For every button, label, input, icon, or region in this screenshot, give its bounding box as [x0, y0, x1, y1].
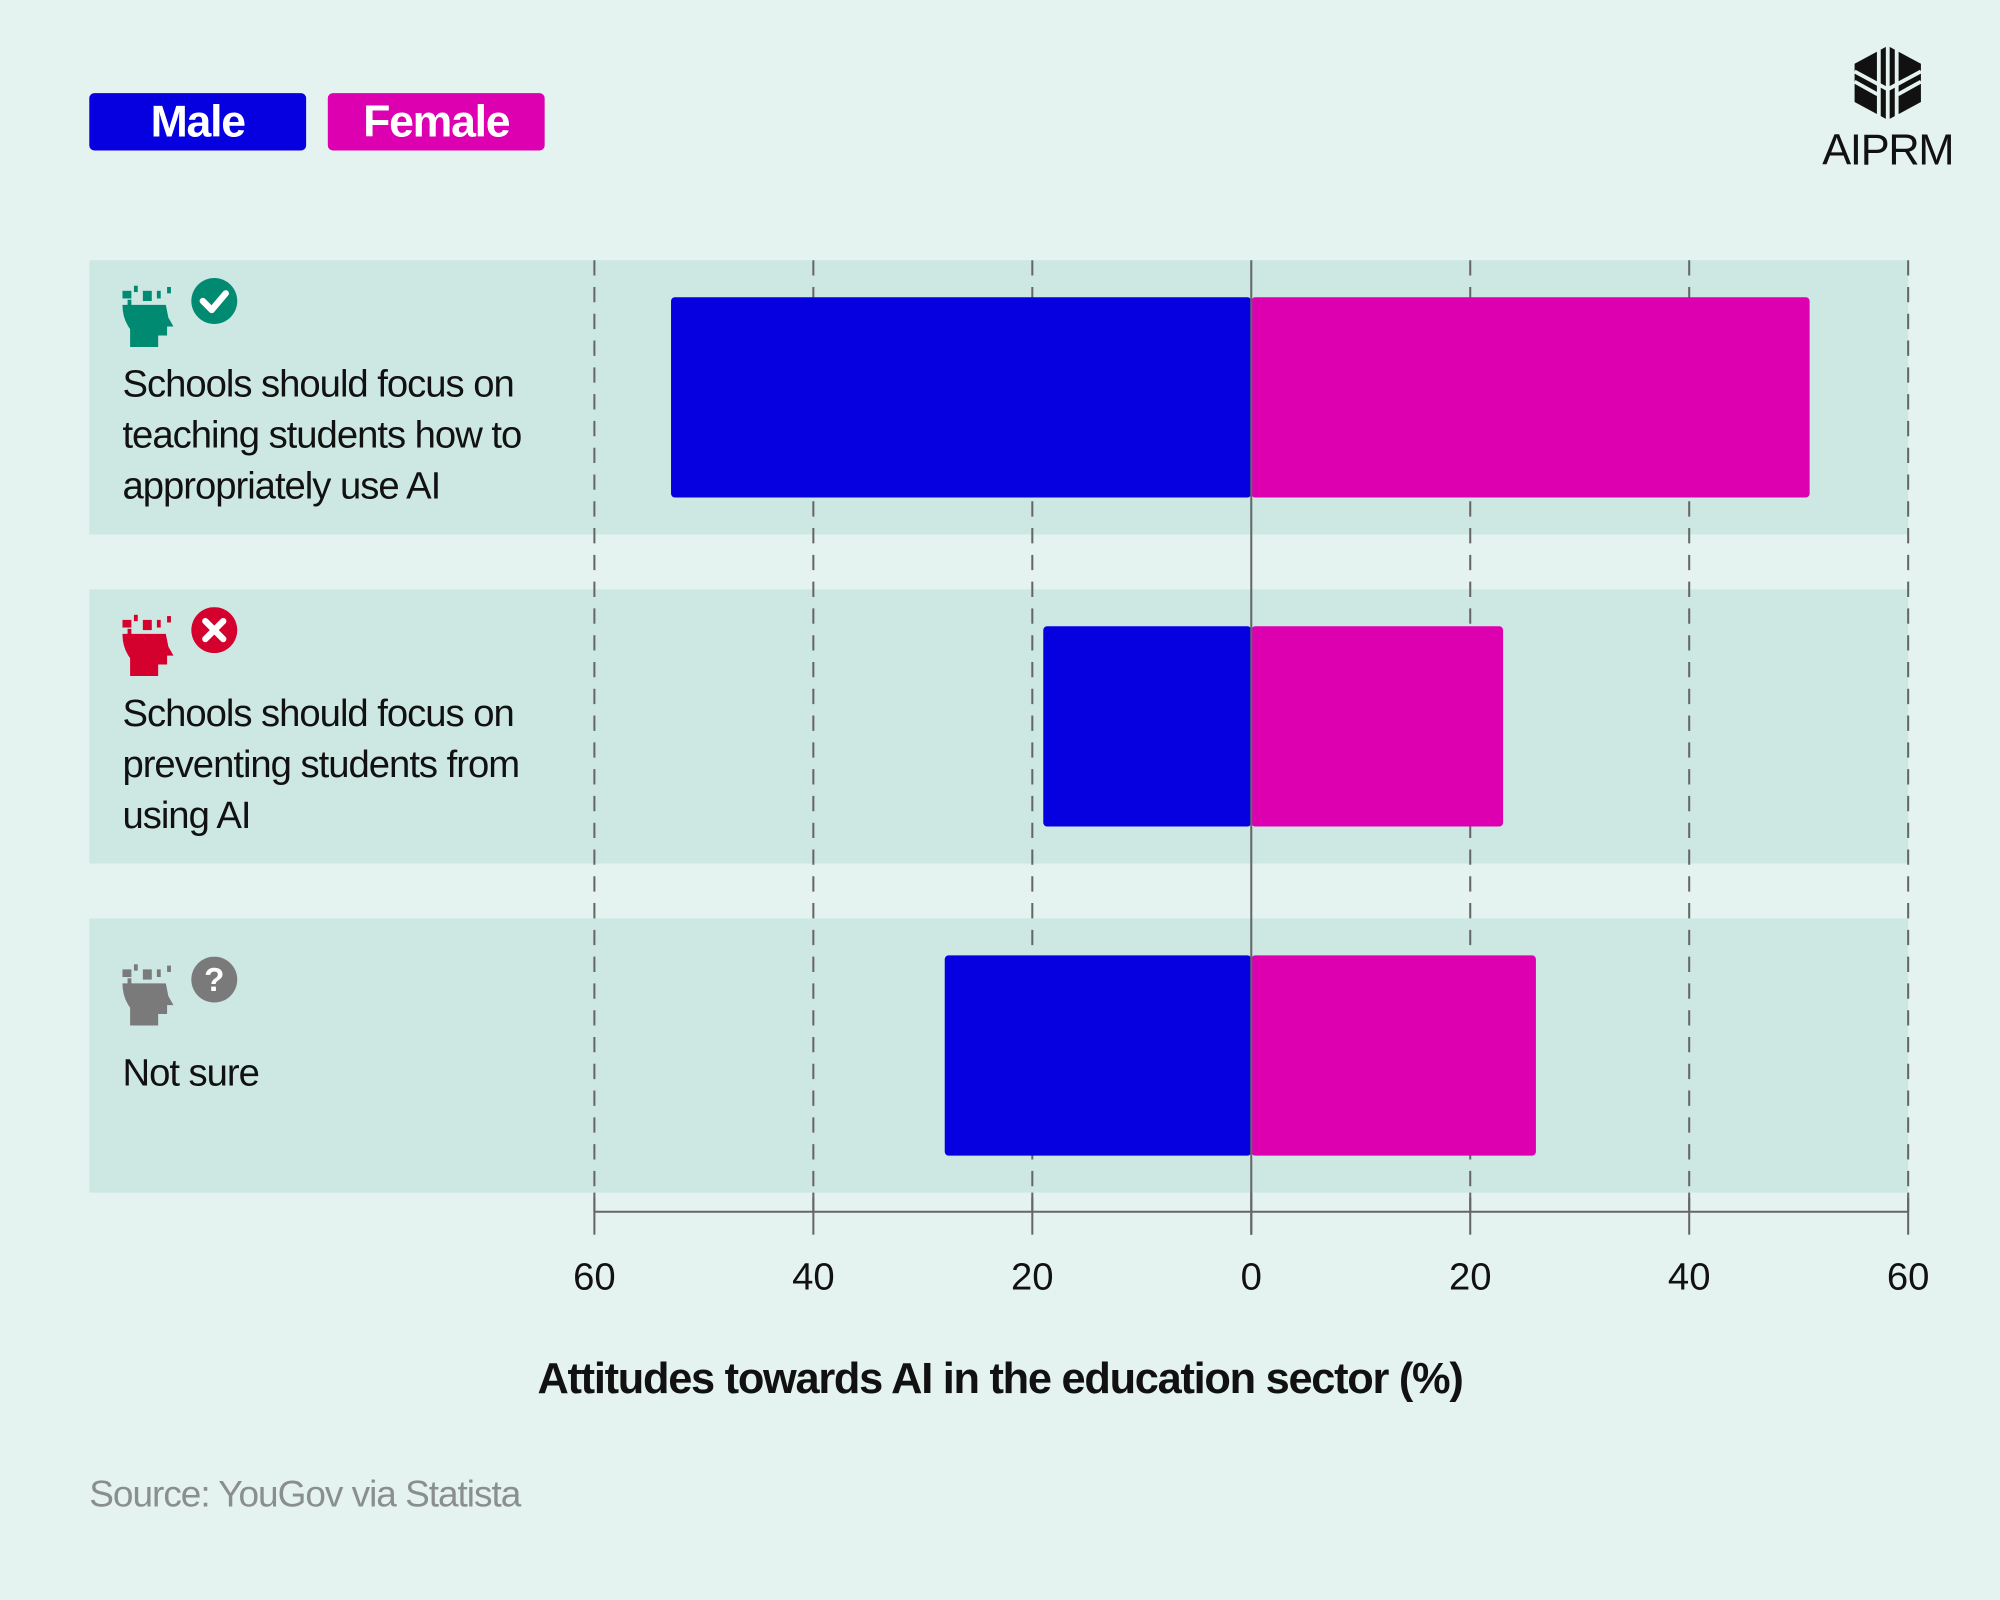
x-tick-label: 40: [792, 1256, 835, 1299]
bar-male: [944, 955, 1252, 1156]
aiprm-logo: AIPRM: [1811, 43, 1964, 176]
head-check-icon: [122, 278, 239, 356]
x-tick-label: 20: [1011, 1256, 1054, 1299]
x-tick-label: 40: [1668, 1256, 1711, 1299]
legend-male: Male: [89, 93, 307, 151]
logo-text: AIPRM: [1822, 126, 1954, 175]
svg-text:?: ?: [204, 962, 224, 999]
head-cross-icon: [122, 607, 239, 685]
source-note: Source: YouGov via Statista: [89, 1474, 521, 1516]
legend-female: Female: [327, 93, 545, 151]
category-label-teach: Schools should focus on teaching student…: [122, 363, 522, 508]
category-label-notsure: Not sure: [122, 1052, 259, 1095]
bar-female: [1251, 297, 1810, 498]
bar-male: [1043, 626, 1252, 827]
x-tick-label: 60: [1887, 1256, 1930, 1299]
row-panel-prevent: [89, 589, 1909, 864]
bar-female: [1251, 626, 1504, 827]
logo-cube-icon: [1853, 45, 1922, 120]
bar-male: [671, 297, 1252, 498]
x-tick-label: 0: [1241, 1256, 1262, 1299]
bar-female: [1251, 955, 1536, 1156]
x-tick-label: 60: [573, 1256, 616, 1299]
head-question-icon: ?: [122, 956, 239, 1035]
x-tick-label: 20: [1449, 1256, 1492, 1299]
category-label-prevent: Schools should focus on preventing stude…: [122, 692, 520, 837]
x-axis-title: Attitudes towards AI in the education se…: [537, 1354, 1463, 1404]
